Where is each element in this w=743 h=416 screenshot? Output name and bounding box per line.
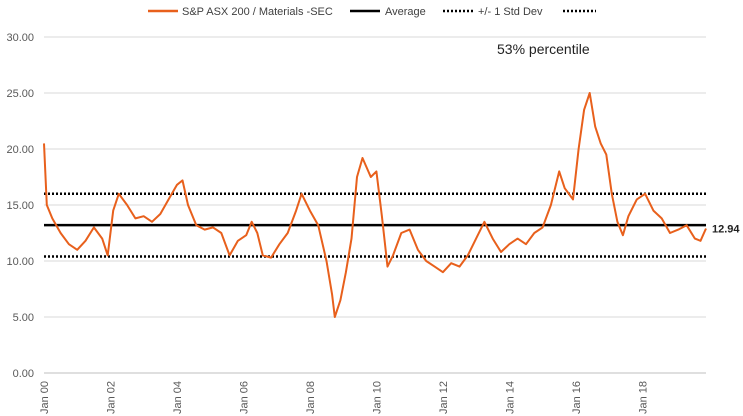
x-tick-label: Jan 00: [39, 381, 51, 414]
series-group: [43, 92, 707, 318]
x-tick-label: Jan 18: [637, 381, 649, 414]
y-tick-label: 5.00: [13, 312, 34, 324]
reference-lines: [44, 192, 706, 258]
y-tick-label: 15.00: [6, 200, 34, 212]
last-value-label: 12.94: [712, 224, 740, 236]
gridlines: [44, 36, 706, 374]
legend-label-std-dev: +/- 1 Std Dev: [478, 6, 543, 18]
x-tick-label: Jan 16: [571, 381, 583, 414]
y-tick-label: 10.00: [6, 256, 34, 268]
legend: S&P ASX 200 / Materials -SEC Average +/-…: [148, 6, 596, 18]
y-tick-label: 0.00: [13, 368, 34, 380]
series-line-materials: [43, 92, 707, 318]
y-tick-label: 20.00: [6, 144, 34, 156]
x-tick-label: Jan 02: [105, 381, 117, 414]
y-tick-label: 30.00: [6, 32, 34, 44]
legend-label-average: Average: [385, 6, 426, 18]
x-axis: Jan 00 Jan 02 Jan 04 Jan 06 Jan 08 Jan 10 Jan …: [39, 372, 706, 414]
percentile-annotation: 53% percentile: [497, 41, 590, 57]
x-tick-label: Jan 12: [438, 381, 450, 414]
y-tick-label: 25.00: [6, 88, 34, 100]
x-tick-label: Jan 06: [238, 381, 250, 414]
legend-label-series: S&P ASX 200 / Materials -SEC: [182, 6, 333, 18]
x-tick-label: Jan 14: [504, 381, 516, 414]
x-tick-label: Jan 08: [305, 381, 317, 414]
x-tick-label: Jan 10: [371, 381, 383, 414]
y-axis: 0.00 5.00 10.00 15.00 20.00 25.00 30.00: [6, 32, 34, 380]
x-tick-label: Jan 04: [172, 381, 184, 414]
